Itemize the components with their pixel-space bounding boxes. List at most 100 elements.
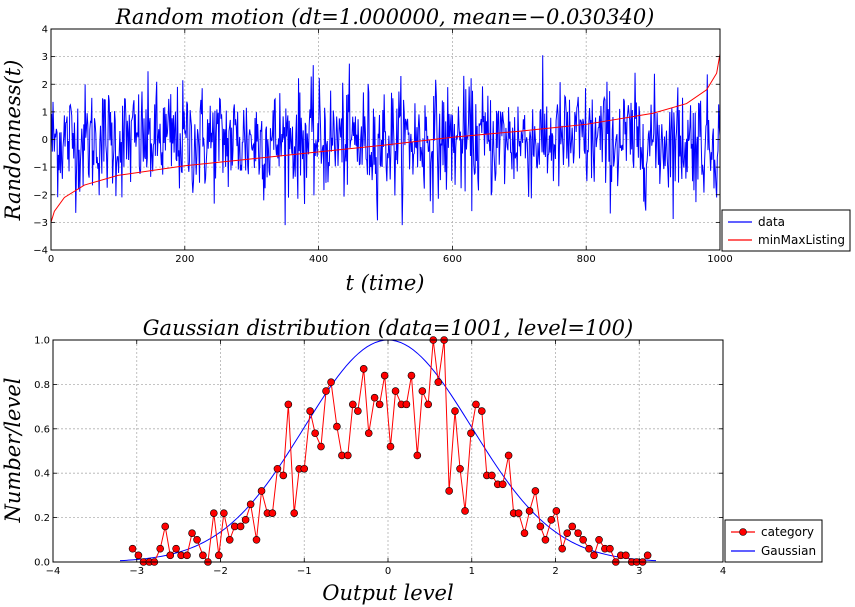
chart2-ytick-label: 0.8 xyxy=(34,380,50,391)
chart1-ytick-label: 3 xyxy=(42,52,48,63)
category-point xyxy=(183,551,191,560)
category-point xyxy=(558,544,567,553)
category-point xyxy=(199,551,207,560)
category-point xyxy=(268,509,277,517)
category-point xyxy=(585,544,593,553)
category-point xyxy=(359,365,368,373)
chart1-xtick-label: 800 xyxy=(577,254,596,265)
legend-label-data: data xyxy=(758,215,785,229)
chart2-ytick-label: 0.6 xyxy=(34,424,50,435)
category-point xyxy=(370,393,379,402)
category-point xyxy=(225,535,234,544)
gaussian-distribution-chart: Gaussian distribution (data=1001, level=… xyxy=(1,316,823,605)
chart2-ytick-label: 1.0 xyxy=(34,336,50,347)
category-point xyxy=(128,544,137,553)
chart1-ytick-label: 2 xyxy=(42,80,48,91)
category-point xyxy=(643,551,652,560)
chart1-ylabel: Randomness(t) xyxy=(1,60,25,222)
category-point xyxy=(134,551,143,560)
chart2-ytick-label: 0.0 xyxy=(34,558,50,569)
chart1-xtick-label: 0 xyxy=(48,254,54,265)
category-point xyxy=(418,387,427,395)
category-point xyxy=(456,464,464,473)
category-point xyxy=(606,544,614,553)
legend-marker-category xyxy=(739,528,747,536)
chart1-legend: data minMaxListing xyxy=(721,209,851,252)
chart2-xtick-label: −2 xyxy=(213,566,228,577)
chart1-ytick-label: −1 xyxy=(33,163,48,174)
category-point xyxy=(364,429,373,438)
category-point xyxy=(498,480,507,489)
category-point xyxy=(220,509,228,517)
chart1-xtick-label: 200 xyxy=(175,254,194,265)
chart2-xlabel: Output level xyxy=(322,581,453,605)
category-point xyxy=(317,442,325,451)
chart1-ytick-label: 1 xyxy=(42,107,48,118)
category-point xyxy=(188,529,196,537)
legend-label-category: category xyxy=(761,525,814,539)
category-point xyxy=(327,378,335,386)
category-point xyxy=(252,535,261,544)
category-point xyxy=(477,407,486,415)
chart1-ytick-label: −3 xyxy=(33,218,48,229)
category-point xyxy=(284,400,293,409)
category-point xyxy=(622,551,630,560)
category-point xyxy=(541,535,550,544)
category-point xyxy=(552,507,561,515)
category-point xyxy=(391,387,400,395)
category-point xyxy=(536,522,545,531)
category-point xyxy=(451,407,459,415)
category-point xyxy=(322,387,330,395)
series-data-line xyxy=(50,55,721,226)
category-point xyxy=(306,407,314,415)
category-point xyxy=(215,551,223,560)
category-point xyxy=(156,544,164,553)
chart1-title: Random motion (dt=1.000000, mean=−0.0303… xyxy=(115,5,655,29)
chart1-ytick-label: −4 xyxy=(33,246,48,257)
category-point xyxy=(241,516,250,524)
chart2-xtick-label: 2 xyxy=(552,566,558,577)
category-point xyxy=(514,509,523,517)
category-point xyxy=(166,551,175,560)
category-point xyxy=(193,535,201,544)
chart2-ytick-label: 0.2 xyxy=(34,513,50,524)
category-point xyxy=(273,464,282,473)
category-point xyxy=(236,522,245,531)
chart2-ylabel: Number/level xyxy=(1,378,25,524)
category-point xyxy=(531,487,540,495)
category-point xyxy=(290,509,299,517)
chart2-legend: category Gaussian xyxy=(724,519,823,563)
category-point xyxy=(520,529,529,537)
category-point xyxy=(547,516,556,524)
chart1-xtick-label: 400 xyxy=(309,254,328,265)
category-point xyxy=(172,544,180,553)
category-point xyxy=(407,371,416,380)
chart2-xtick-label: −4 xyxy=(46,566,61,577)
series-minmaxlisting-line xyxy=(50,53,721,223)
category-point xyxy=(402,400,411,409)
category-point xyxy=(504,451,513,460)
chart1-ytick-label: −2 xyxy=(33,190,48,201)
category-point xyxy=(257,487,266,495)
category-point xyxy=(525,507,534,515)
chart2-xtick-label: 0 xyxy=(385,566,391,577)
category-point xyxy=(375,400,384,409)
category-point xyxy=(413,451,422,460)
random-motion-chart: Random motion (dt=1.000000, mean=−0.0303… xyxy=(1,5,851,295)
category-point xyxy=(349,400,357,409)
chart1-xlabel: t (time) xyxy=(346,271,425,295)
category-point xyxy=(574,529,582,537)
chart2-xtick-label: 4 xyxy=(720,566,726,577)
category-point xyxy=(595,535,603,544)
category-point xyxy=(445,487,453,495)
chart1-ytick-label: 0 xyxy=(42,135,48,146)
legend-label-gaussian: Gaussian xyxy=(761,544,816,558)
category-point xyxy=(472,400,480,409)
category-point xyxy=(311,429,319,438)
category-point xyxy=(279,471,288,480)
category-point xyxy=(488,471,496,480)
chart2-title: Gaussian distribution (data=1001, level=… xyxy=(143,316,633,340)
legend-label-minmax: minMaxListing xyxy=(758,233,845,247)
category-point xyxy=(424,400,433,409)
category-point xyxy=(568,522,577,531)
